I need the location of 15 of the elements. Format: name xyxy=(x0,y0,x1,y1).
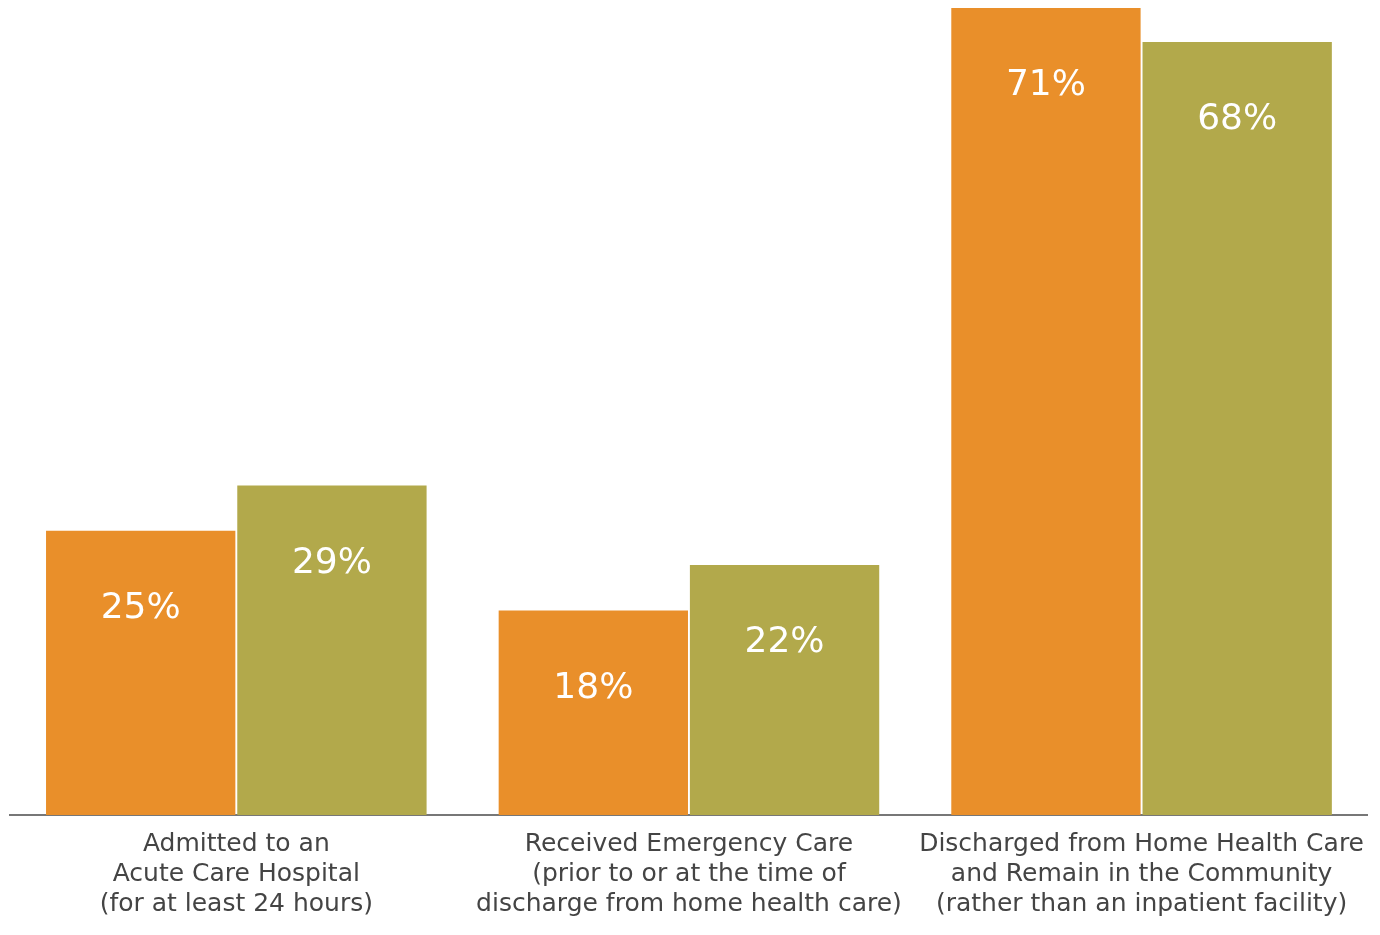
bar xyxy=(951,8,1141,815)
data-label: 18% xyxy=(553,664,634,706)
data-label: 71% xyxy=(1005,62,1086,104)
x-tick-label: Admitted to an Acute Care Hospital (for at least 24 hours) xyxy=(99,827,373,917)
data-label: 25% xyxy=(100,585,181,627)
bar xyxy=(46,530,236,815)
bar xyxy=(237,485,427,815)
data-label: 29% xyxy=(291,539,372,581)
data-label: 68% xyxy=(1197,96,1278,138)
bar xyxy=(1142,42,1332,815)
x-tick-label: Received Emergency Care (prior to or at the time of discharge from home health care) xyxy=(476,827,902,917)
x-tick-label: Discharged from Home Health Care and Remain in the Community (rather than an inpatient facility) xyxy=(919,827,1365,917)
bar xyxy=(498,610,688,815)
bar xyxy=(689,564,880,815)
data-label: 22% xyxy=(744,619,825,661)
